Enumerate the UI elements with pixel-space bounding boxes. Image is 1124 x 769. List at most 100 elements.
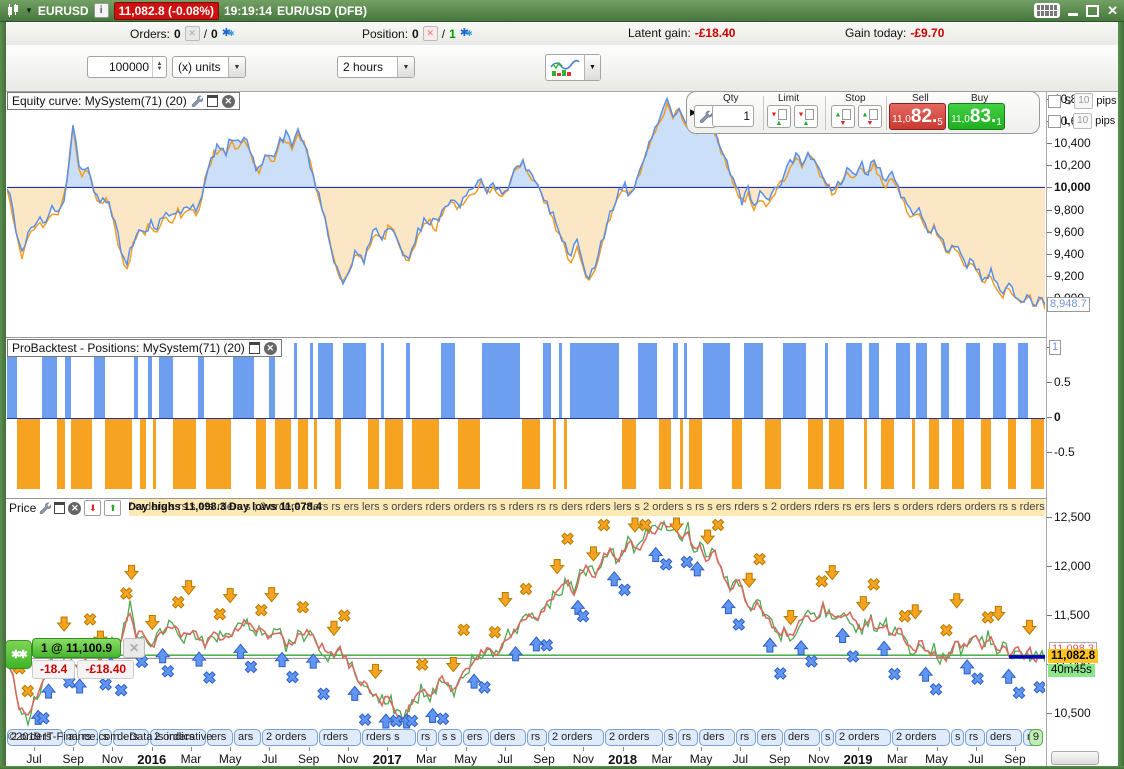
short-position-bar (689, 419, 702, 489)
restore-window-icon[interactable] (54, 502, 66, 514)
close-panel-icon[interactable]: ✕ (68, 501, 82, 515)
order-chip[interactable]: ders (784, 729, 820, 746)
order-chip[interactable]: s s (438, 729, 462, 746)
short-position-bar (764, 419, 782, 489)
position-settings-icon[interactable]: ✱✱ (459, 27, 473, 39)
order-chip[interactable]: rs (78, 729, 98, 746)
exit-short-x-marker (898, 609, 912, 623)
limit-checkbox[interactable] (1048, 114, 1061, 128)
open-position-badge: 1 @ 11,100.9 ✕ (32, 638, 146, 658)
l-pips-input[interactable]: 10 (1073, 113, 1093, 129)
order-chip[interactable]: 2 orders (262, 729, 318, 746)
order-chip[interactable]: rs (736, 729, 756, 746)
long-position-bar (941, 343, 950, 418)
order-chip[interactable]: ers (207, 729, 233, 746)
short-position-bar (206, 419, 232, 489)
buy-marker-toggle-button[interactable]: ⬆ (104, 500, 122, 516)
order-chip[interactable]: rders (319, 729, 361, 746)
order-chip[interactable]: 2 orders (892, 729, 950, 746)
equity-panel-tab: Equity curve: MySystem(71) (20) ✕ (7, 92, 240, 110)
qty-input[interactable]: 1 (712, 105, 754, 127)
chevron-down-icon[interactable]: ▼ (397, 57, 414, 77)
short-position-bar (274, 419, 292, 489)
chevron-down-icon[interactable]: ▼ (584, 55, 600, 80)
order-chip[interactable]: ders (699, 729, 735, 746)
equity-axis-label: 10,200 (1054, 158, 1091, 173)
order-chip[interactable]: s (99, 729, 112, 746)
spinner-arrows-icon[interactable]: ▲ ▼ (152, 57, 166, 77)
cancel-orders-icon[interactable]: ✕ (184, 26, 200, 41)
close-position-icon[interactable]: ✕ (422, 26, 438, 41)
time-axis: Jul Sep Nov 2016 Mar May Jul Sep Nov 2017 Mar May Ju… (7, 747, 1044, 769)
stop-buy-order-button[interactable]: ▲ ▼ (831, 105, 855, 128)
collapse-arrow-icon[interactable]: ▶ (690, 107, 697, 118)
order-chip[interactable]: 2 orders (150, 729, 206, 746)
order-chip-latest[interactable]: 9 (1028, 729, 1043, 746)
latent-gain: Latent gain: -£18.40 (628, 26, 735, 40)
candlestick-chart-icon[interactable] (6, 4, 20, 17)
order-chip[interactable]: s (951, 729, 964, 746)
long-position-bar (868, 343, 879, 418)
order-chip[interactable]: rs (417, 729, 437, 746)
time-axis-tick (975, 747, 977, 751)
time-axis-label: Mar (416, 752, 437, 766)
stop-sell-order-button[interactable]: ▲ ▼ (858, 105, 882, 128)
close-button[interactable]: ✕ (1107, 3, 1118, 18)
keyboard-icon[interactable] (1034, 3, 1061, 18)
close-position-x-button[interactable]: ✕ (123, 638, 146, 658)
timeframe-select[interactable]: 2 hours ▼ (337, 56, 415, 78)
order-chip[interactable]: ers (757, 729, 783, 746)
buy-button[interactable]: 11,0 83. 1 (948, 103, 1005, 130)
close-panel-icon[interactable]: ✕ (221, 94, 235, 108)
scroll-corner-grip[interactable] (1051, 751, 1099, 765)
order-chip[interactable]: 2 orders (605, 729, 663, 746)
exit-long-x-marker (244, 660, 258, 674)
units-select[interactable]: (x) units ▼ (172, 56, 246, 78)
exit-long-x-marker (680, 555, 694, 569)
chevron-down-icon[interactable]: ▼ (228, 57, 245, 77)
order-chip[interactable]: 2 orders (7, 729, 63, 746)
orders-settings-icon[interactable]: ✱✱ (221, 27, 235, 39)
restore-window-icon[interactable] (206, 95, 218, 107)
order-chip[interactable]: ars (234, 729, 261, 746)
order-chip[interactable]: 2 orders (835, 729, 891, 746)
quantity-stepper[interactable]: 100000 ▲ ▼ (87, 56, 167, 78)
close-panel-icon[interactable]: ✕ (263, 341, 277, 355)
order-chip[interactable]: rs (965, 729, 985, 746)
order-chip[interactable]: ders (490, 729, 526, 746)
order-chip[interactable]: s (821, 729, 834, 746)
buy-arrow-marker (793, 639, 809, 656)
stop-checkbox[interactable] (1048, 94, 1061, 108)
strategy-gears-button[interactable]: ✱✱ (5, 640, 32, 669)
minimize-button[interactable] (1068, 12, 1079, 16)
info-icon[interactable]: i (93, 3, 109, 18)
wrench-icon[interactable] (39, 502, 52, 514)
order-chip[interactable]: a (64, 729, 77, 746)
chart-type-button[interactable]: ▼ (545, 54, 601, 81)
s-pips-input[interactable]: 10 (1074, 93, 1094, 109)
order-chip[interactable]: rs (678, 729, 698, 746)
sell-button[interactable]: 11,0 82. 5 (889, 103, 946, 130)
positions-y-axis: 0.5 0 -0.5 1 (1046, 337, 1118, 498)
latent-gain-label: Latent gain: (628, 26, 691, 40)
sell-marker-toggle-button[interactable]: ⬇ (84, 500, 102, 516)
limit-sell-order-button[interactable]: ▼ ▲ (794, 105, 818, 128)
wrench-icon[interactable] (191, 95, 203, 107)
order-chip[interactable]: 2 orders (548, 729, 604, 746)
time-axis-tick (936, 747, 938, 751)
order-chip[interactable]: ers (463, 729, 489, 746)
restore-window-icon[interactable] (248, 342, 260, 354)
order-chip[interactable]: ders (113, 729, 149, 746)
chevron-down-icon[interactable]: ▼ (25, 6, 33, 15)
gain-today-label: Gain today: (845, 26, 907, 40)
order-chip[interactable]: s (664, 729, 677, 746)
quantity-value[interactable]: 100000 (108, 60, 149, 74)
order-chip[interactable]: rs (527, 729, 547, 746)
position-open-count: 0 (412, 26, 419, 41)
order-chip[interactable]: rders s (362, 729, 416, 746)
price-axis-label: 12,500 (1054, 509, 1091, 524)
maximize-button[interactable] (1086, 4, 1100, 17)
symbol-title: EURUSD (37, 3, 89, 18)
limit-buy-order-button[interactable]: ▼ ▲ (767, 105, 791, 128)
order-chip[interactable]: ders (986, 729, 1022, 746)
